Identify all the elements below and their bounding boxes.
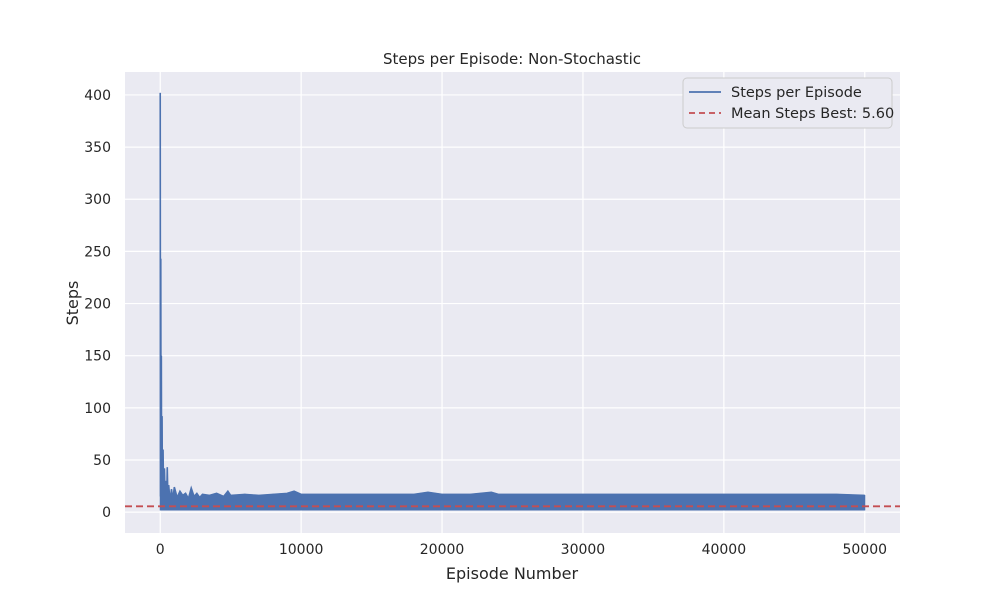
chart-title: Steps per Episode: Non-Stochastic xyxy=(383,50,641,68)
x-tick-label: 40000 xyxy=(702,542,747,558)
y-tick-label: 300 xyxy=(84,192,111,208)
y-tick-label: 350 xyxy=(84,140,111,156)
series-layer xyxy=(125,92,900,511)
legend-label-mean: Mean Steps Best: 5.60 xyxy=(731,106,894,122)
x-tick-label: 20000 xyxy=(420,542,465,558)
y-tick-label: 50 xyxy=(93,453,111,469)
legend-box xyxy=(682,77,893,129)
y-tick-label: 150 xyxy=(84,349,111,365)
y-axis-label: Steps xyxy=(63,281,82,326)
y-tick-label: 100 xyxy=(84,401,111,417)
x-tick-label: 30000 xyxy=(561,542,606,558)
y-tick-label: 400 xyxy=(84,88,111,104)
x-tick-label: 0 xyxy=(156,542,165,558)
y-tick-label: 0 xyxy=(102,505,111,521)
tick-labels: 0 10000 20000 30000 40000 50000 0 50 100 150 200 25… xyxy=(84,88,887,558)
y-tick-label: 250 xyxy=(84,244,111,260)
y-tick-label: 200 xyxy=(84,297,111,313)
series-steps-line xyxy=(159,92,865,508)
x-tick-label: 10000 xyxy=(279,542,324,558)
legend-label-steps: Steps per Episode xyxy=(731,85,862,101)
grid xyxy=(125,72,900,533)
x-tick-label: 50000 xyxy=(842,542,887,558)
x-axis-label: Episode Number xyxy=(446,564,579,583)
legend: Steps per Episode Mean Steps Best: 5.60 xyxy=(682,77,894,129)
plot-background xyxy=(125,72,900,533)
